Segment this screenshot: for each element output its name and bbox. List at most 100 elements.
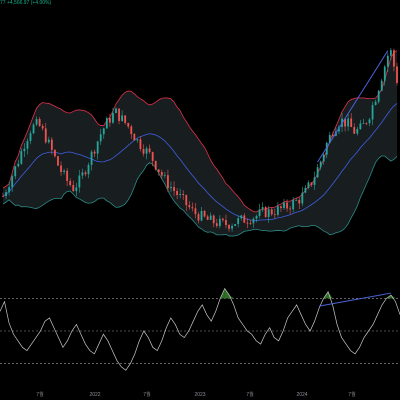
candle	[228, 224, 230, 232]
candle	[185, 194, 188, 211]
candle-body	[249, 223, 252, 224]
bollinger-fill	[3, 50, 397, 237]
candle-body	[191, 207, 194, 209]
candle-body	[347, 118, 350, 127]
candle	[96, 140, 99, 160]
candle-body	[157, 169, 160, 173]
candle	[112, 107, 114, 124]
candle-body	[127, 122, 130, 127]
candle	[44, 122, 47, 144]
candle-body	[292, 200, 295, 210]
candle-body	[280, 206, 282, 208]
candle	[283, 198, 285, 210]
candle	[240, 214, 243, 221]
candle	[20, 148, 23, 165]
candle-body	[344, 118, 346, 127]
candle	[292, 196, 295, 213]
candle	[383, 64, 386, 86]
candle-body	[194, 208, 197, 215]
price-trendline	[317, 50, 389, 163]
candle	[396, 62, 398, 86]
candle-body	[99, 134, 102, 142]
candle-body	[66, 170, 69, 181]
candle-body	[14, 166, 17, 177]
price-panel	[2, 48, 398, 237]
candle-body	[298, 199, 301, 204]
candle-body	[215, 223, 218, 226]
candle	[393, 48, 395, 72]
candle-body	[255, 215, 258, 219]
candle	[84, 170, 87, 177]
candle-body	[96, 141, 99, 154]
candle	[267, 205, 270, 223]
rsi-overbought-fill	[224, 288, 230, 299]
candle	[23, 143, 26, 158]
candle-body	[11, 176, 14, 188]
candle-body	[246, 222, 249, 224]
candle-body	[218, 218, 221, 226]
candle-body	[197, 214, 200, 221]
candle-body	[160, 172, 163, 176]
x-tick-label: 2023	[194, 392, 205, 398]
candle-body	[368, 119, 371, 124]
candle	[380, 78, 383, 92]
candle-body	[108, 118, 111, 123]
candle	[118, 108, 120, 125]
candle-body	[350, 118, 353, 128]
candle	[93, 149, 96, 158]
candle-body	[26, 140, 29, 149]
candle	[206, 214, 209, 220]
candle	[78, 169, 81, 193]
candle-body	[225, 220, 227, 225]
candle-body	[118, 108, 120, 121]
candle-body	[20, 151, 23, 164]
candle-body	[38, 119, 41, 126]
candle	[87, 162, 90, 179]
candle-body	[112, 113, 114, 123]
candle-body	[93, 151, 96, 154]
candle	[133, 133, 136, 141]
candle	[386, 52, 389, 73]
candle	[389, 48, 392, 61]
candle-body	[393, 50, 395, 67]
candle	[176, 187, 179, 200]
candle-body	[261, 207, 264, 210]
x-tick-label: 7월	[36, 391, 44, 398]
candle-body	[206, 216, 209, 220]
candle-body	[273, 214, 276, 216]
candle	[307, 180, 310, 190]
candle-body	[243, 215, 246, 223]
candle-body	[57, 156, 59, 166]
candle	[151, 151, 154, 167]
candle	[136, 138, 139, 143]
candle	[200, 207, 203, 222]
candle	[252, 217, 255, 228]
candle	[234, 223, 237, 227]
candle	[225, 214, 227, 229]
candle	[316, 163, 319, 178]
candle-body	[188, 205, 191, 208]
candle-body	[115, 108, 117, 114]
candle-body	[32, 124, 35, 134]
candle-body	[72, 184, 75, 192]
candle-body	[145, 148, 148, 154]
candle-body	[84, 172, 87, 175]
candle	[273, 208, 276, 219]
candle-body	[228, 224, 230, 229]
candle-body	[182, 193, 185, 196]
candle-body	[374, 101, 377, 106]
candle-body	[371, 105, 374, 120]
candle	[209, 212, 212, 221]
candle	[26, 138, 29, 155]
candle-body	[310, 182, 313, 185]
candle	[2, 192, 4, 197]
candle	[203, 209, 206, 218]
candle	[17, 159, 20, 168]
time-axis: 7월 2022 7월 2023 7월 2024 7월	[36, 391, 356, 398]
price-change-readout: 77 +4,566.97 (+4.00%)	[0, 0, 52, 6]
candle	[359, 119, 362, 130]
candle-body	[313, 177, 316, 185]
candle	[270, 207, 273, 217]
candle-body	[69, 180, 72, 185]
